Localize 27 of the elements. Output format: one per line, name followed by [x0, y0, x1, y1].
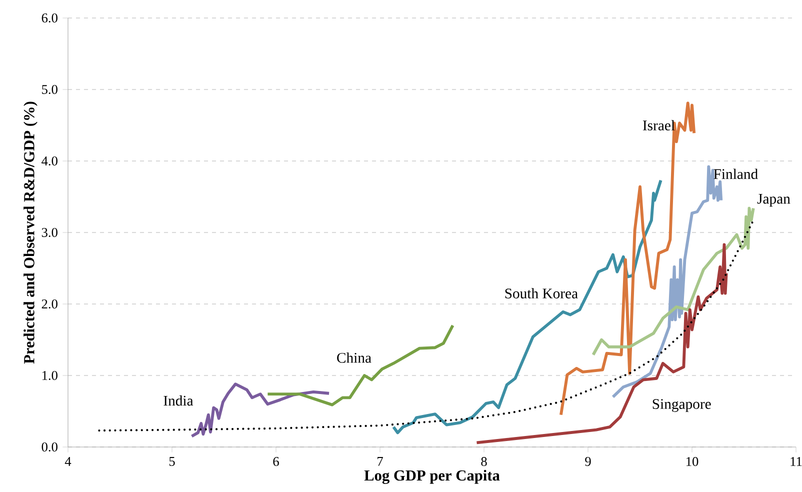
- y-tick-label: 4.0: [42, 156, 58, 166]
- y-tick-label: 0.0: [42, 442, 58, 452]
- line-series: [475, 243, 728, 444]
- series-label: India: [164, 395, 194, 406]
- y-axis-title: Predicted and Observed R&D/GDP (%): [24, 102, 38, 364]
- series-label: China: [337, 352, 372, 363]
- series-label: South Korea: [505, 288, 578, 298]
- x-tick-label: 9: [585, 457, 591, 466]
- x-tick-label: 4: [64, 457, 72, 466]
- x-tick-label: 5: [169, 457, 175, 466]
- y-tick-label: 5.0: [42, 84, 58, 94]
- line-series: [98, 219, 754, 432]
- y-tick-label: 6.0: [42, 13, 58, 23]
- line-series: [266, 324, 454, 406]
- y-tick-label: 3.0: [42, 228, 58, 238]
- x-tick-label: 6: [273, 457, 279, 466]
- y-tick-label: 1.0: [42, 370, 58, 380]
- series-label: Finland: [714, 168, 758, 180]
- line-series: [592, 206, 755, 356]
- x-tick-label: 7: [378, 457, 383, 466]
- y-tick-label: 2.0: [42, 299, 58, 309]
- x-tick-label: 8: [481, 457, 487, 466]
- x-tick-label: 10: [686, 457, 698, 466]
- x-tick-label: 11: [790, 457, 802, 466]
- series-label: Singapore: [652, 399, 711, 412]
- series-label: Japan: [757, 194, 790, 207]
- x-axis-title: Log GDP per Capita: [364, 470, 500, 484]
